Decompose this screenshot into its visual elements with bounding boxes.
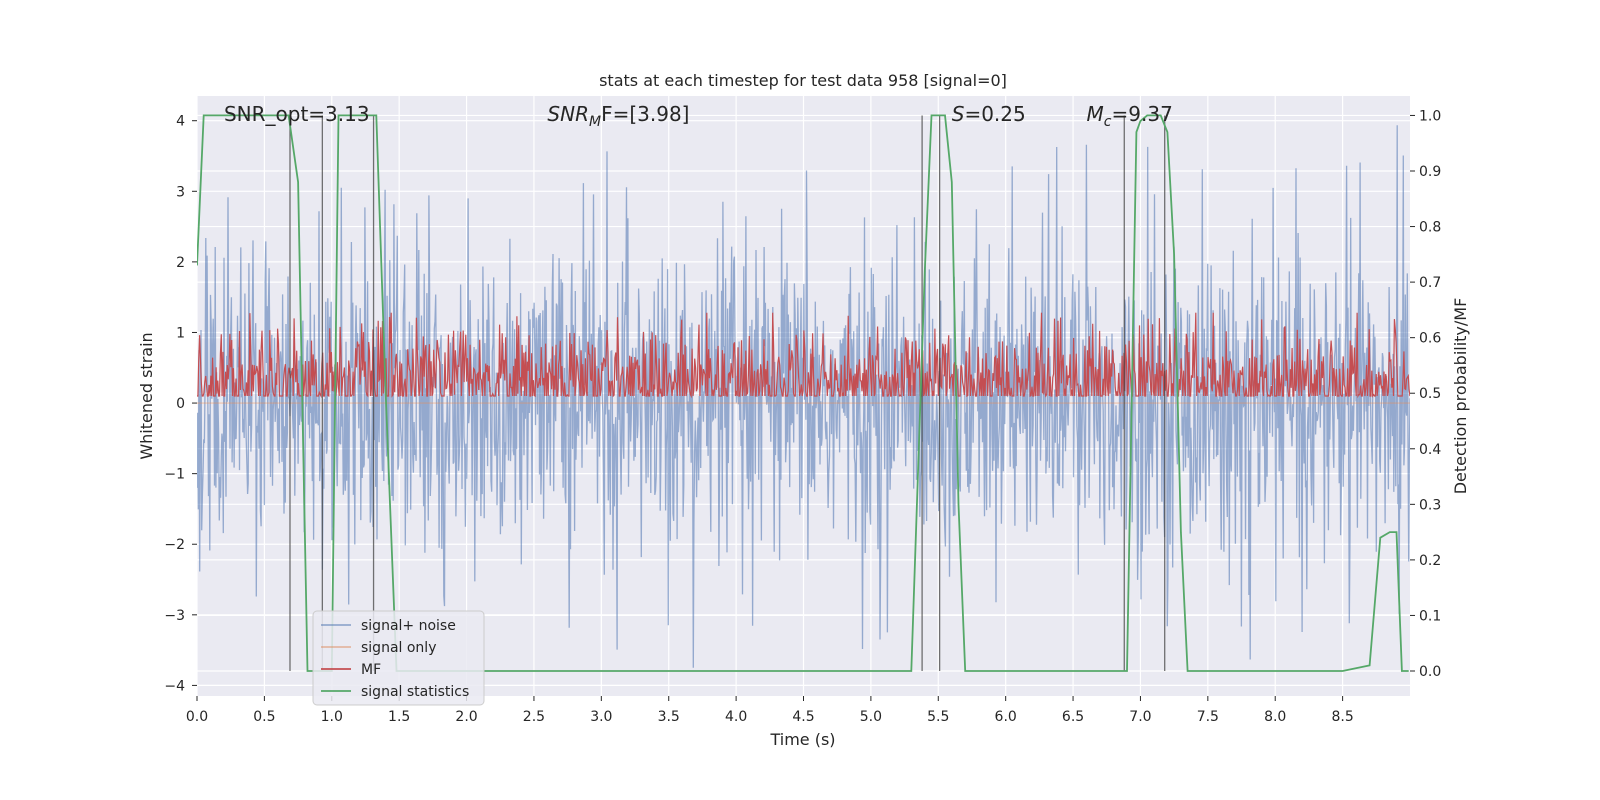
series-layer xyxy=(197,114,1410,672)
x-tick-label: 8.0 xyxy=(1264,709,1286,725)
y-axis-label: Whitened strain xyxy=(137,332,156,459)
x-tick-label: 7.5 xyxy=(1197,709,1219,725)
y2-tick-label: 0.4 xyxy=(1419,442,1441,458)
legend-box xyxy=(312,610,485,706)
y-tick-label: 0 xyxy=(176,396,185,412)
x-tick-label: 2.0 xyxy=(455,709,477,725)
legend-label-2: signal only xyxy=(361,640,436,656)
y-tick-label: −1 xyxy=(164,467,185,483)
series-mf-line xyxy=(197,312,1410,399)
annotations: SNR_opt=3.13 SNRMF=[3.98] S=0.25 Mc=9.37 xyxy=(224,102,1173,130)
y-tick-label: 4 xyxy=(176,114,185,130)
y2-tick-label: 0.3 xyxy=(1419,497,1441,513)
x-tick-label: 5.5 xyxy=(927,709,949,725)
y2-tick-label: 0.0 xyxy=(1419,664,1441,680)
x-tick-label: 8.5 xyxy=(1331,709,1353,725)
y2-tick-label: 0.9 xyxy=(1419,164,1441,180)
legend-label-1: signal+ noise xyxy=(361,618,456,634)
annotation-3: S=0.25 xyxy=(952,102,1026,126)
x-tick-label: 0.0 xyxy=(186,709,208,725)
y2-tick-label: 0.2 xyxy=(1419,553,1441,569)
x-tick-label: 3.0 xyxy=(590,709,612,725)
x-tick-label: 5.0 xyxy=(860,709,882,725)
chart-title: stats at each timestep for test data 958… xyxy=(599,71,1007,90)
x-axis-label: Time (s) xyxy=(769,730,835,749)
y2-tick-label: 0.8 xyxy=(1419,220,1441,236)
x-tick-label: 6.0 xyxy=(995,709,1017,725)
x-tick-label: 0.5 xyxy=(253,709,275,725)
y-tick-label: 3 xyxy=(176,184,185,200)
legend-label-4: signal statistics xyxy=(361,684,469,700)
annotation-1: SNR_opt=3.13 xyxy=(224,102,370,126)
y2-tick-label: 0.7 xyxy=(1419,275,1441,291)
y-tick-label: −3 xyxy=(164,608,185,624)
x-tick-label: 6.5 xyxy=(1062,709,1084,725)
x-tick-label: 4.5 xyxy=(792,709,814,725)
y-tick-label: 1 xyxy=(176,325,185,341)
y2-tick-label: 0.6 xyxy=(1419,331,1441,347)
annotation-2: SNRMF=[3.98] xyxy=(547,102,689,130)
x-tick-label: 3.5 xyxy=(658,709,680,725)
y2-axis-label: Detection probability/MF xyxy=(1451,298,1470,495)
y2-tick-label: 0.1 xyxy=(1419,608,1441,624)
annotation-4: Mc=9.37 xyxy=(1087,102,1173,130)
x-tick-label: 7.0 xyxy=(1129,709,1151,725)
ticks: 0.0 0.5 1.0 1.5 2.0 2.5 3.0 3.5 4.0 4.5 5.0 5.5 6.0 6… xyxy=(164,108,1441,725)
y-tick-label: 2 xyxy=(176,255,185,271)
x-tick-label: 1.5 xyxy=(388,709,410,725)
legend-label-3: MF xyxy=(361,662,381,678)
x-tick-label: 4.0 xyxy=(725,709,747,725)
legend: signal+ noise signal only MF signal statist… xyxy=(312,610,485,706)
y-tick-label: −4 xyxy=(164,678,185,694)
x-tick-label: 1.0 xyxy=(321,709,343,725)
y2-tick-label: 0.5 xyxy=(1419,386,1441,402)
x-tick-label: 2.5 xyxy=(523,709,545,725)
series-signal-statistics-line xyxy=(197,114,1409,672)
series-signal-noise-line xyxy=(197,125,1410,668)
y2-tick-label: 1.0 xyxy=(1419,108,1441,124)
y-tick-label: −2 xyxy=(164,537,185,553)
